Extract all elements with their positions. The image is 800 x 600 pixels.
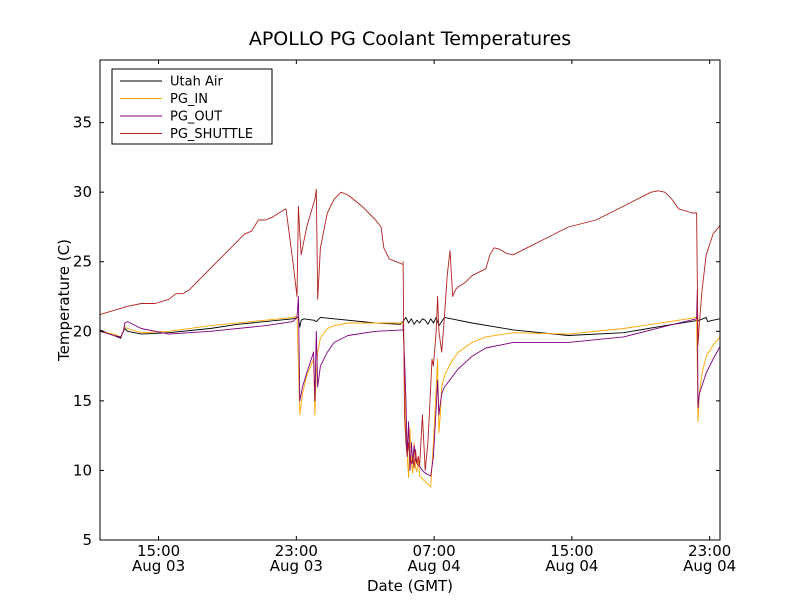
x-tick-label-date: Aug 04 — [683, 557, 736, 575]
x-tick-label-date: Aug 04 — [408, 557, 461, 575]
y-tick-label: 5 — [82, 531, 92, 549]
x-tick-label-date: Aug 04 — [545, 557, 598, 575]
x-tick-label-date: Aug 03 — [132, 557, 185, 575]
series-line-pg-out — [100, 289, 720, 477]
y-tick-label: 10 — [73, 461, 92, 479]
x-tick-label-time: 15:00 — [137, 542, 180, 560]
y-tick-label: 35 — [73, 114, 92, 132]
x-tick-label-time: 23:00 — [275, 542, 318, 560]
y-axis-label: Temperature (C) — [55, 239, 73, 362]
series-line-utah-air — [100, 316, 720, 339]
y-tick-label: 30 — [73, 183, 92, 201]
legend: Utah Air PG_IN PG_OUT PG_SHUTTLE — [111, 68, 273, 145]
legend-label-utah-air: Utah Air — [170, 75, 223, 90]
series-line-pg-shuttle — [100, 188, 720, 471]
legend-label-pg-in: PG_IN — [170, 92, 208, 107]
chart-title: APOLLO PG Coolant Temperatures — [249, 28, 571, 50]
y-tick-label: 20 — [73, 322, 92, 340]
y-tick-label: 25 — [73, 253, 92, 271]
legend-label-pg-shuttle: PG_SHUTTLE — [170, 127, 253, 142]
x-tick-label-date: Aug 03 — [270, 557, 323, 575]
x-axis-label: Date (GMT) — [367, 577, 453, 595]
series-layer — [100, 188, 720, 488]
x-tick-label-time: 23:00 — [688, 542, 731, 560]
x-tick-label-time: 07:00 — [412, 542, 455, 560]
plot-frame — [99, 59, 721, 541]
legend-label-pg-out: PG_OUT — [170, 110, 222, 125]
series-line-pg-in — [100, 315, 720, 488]
x-tick-label-time: 15:00 — [550, 542, 593, 560]
y-tick-label: 15 — [73, 392, 92, 410]
